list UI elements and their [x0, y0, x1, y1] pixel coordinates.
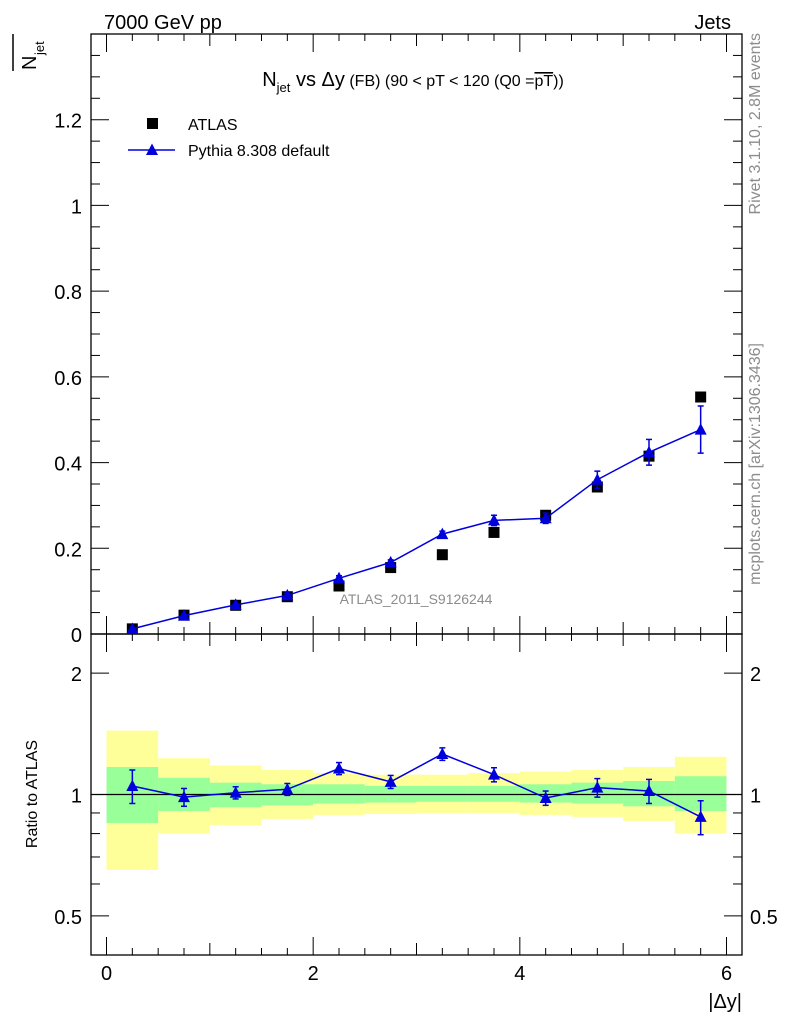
- data-point-pythia: [436, 527, 449, 540]
- data-point-atlas: [695, 391, 707, 403]
- category-label: Jets: [694, 12, 731, 34]
- tick-labels: 0 0.2 0.4 0.6 0.8 1 1.2 0 2 4 6 0.5 0.5 1 1 2 2: [54, 111, 778, 985]
- ratio-band-green: [468, 785, 520, 802]
- ratio-point-pythia: [643, 784, 655, 797]
- main-series: [126, 391, 707, 635]
- ratio-point-pythia: [436, 747, 449, 760]
- title-range: (90 < pT < 120 (Q0 =: [380, 73, 534, 90]
- ratio-point-pythia: [591, 781, 604, 793]
- ratio-point-pythia: [281, 782, 294, 795]
- y-tick-label: 0.6: [54, 368, 82, 390]
- title-sub: jet: [276, 80, 291, 95]
- x-tick-label: 2: [308, 963, 319, 985]
- ratio-y-tick-label: 0.5: [54, 907, 82, 929]
- y-tick-label: 0.8: [54, 282, 82, 304]
- series-line-pythia: [132, 428, 702, 630]
- data-point-pythia: [281, 588, 294, 601]
- ratio-point-pythia: [539, 791, 552, 804]
- legend-pythia-label: Pythia 8.308 default: [188, 143, 330, 160]
- legend: ATLAS Pythia 8.308 default: [128, 117, 330, 160]
- ratio-point-pythia: [126, 779, 139, 791]
- ratio-y-label: Ratio to ATLAS: [24, 740, 41, 848]
- data-point-pythia: [178, 609, 190, 621]
- y-tick-label: 0.4: [54, 454, 82, 476]
- legend-atlas-marker: [147, 118, 158, 129]
- y-tick-label: 1: [71, 196, 82, 218]
- ratio-point-pythia: [333, 762, 345, 774]
- data-point-pythia: [591, 473, 604, 485]
- ratio-y-tick-label-right: 2: [750, 664, 761, 686]
- ratio-line-pythia: [132, 753, 702, 818]
- title-delta: Δy: [322, 69, 345, 91]
- title-close: )): [553, 73, 564, 90]
- ratio-point-pythia: [488, 768, 500, 780]
- x-axis-label: |Δy|: [708, 991, 742, 1013]
- y-axis-label-sub: jet: [32, 41, 47, 56]
- data-point-atlas: [333, 580, 345, 592]
- legend-atlas-label: ATLAS: [188, 117, 238, 134]
- data-point-pythia: [384, 555, 397, 568]
- y-tick-label: 0.2: [54, 539, 82, 561]
- legend-pythia-marker: [146, 143, 158, 155]
- y-axis-label: N jet: [19, 41, 47, 70]
- title-fb: (FB): [345, 73, 381, 90]
- data-point-pythia: [333, 571, 345, 584]
- ratio-point-pythia: [384, 775, 397, 787]
- data-point-pythia: [488, 513, 500, 526]
- title-pt: pT: [534, 73, 553, 90]
- x-tick-label: 4: [514, 963, 525, 985]
- data-point-atlas: [385, 562, 397, 574]
- energy-label: 7000 GeV pp: [104, 12, 222, 34]
- mcplots-label: mcplots.cern.ch [arXiv:1306.3436]: [747, 343, 764, 585]
- data-point-pythia: [126, 622, 139, 634]
- data-point-atlas: [436, 549, 448, 561]
- ratio-series: [126, 747, 707, 836]
- ratio-band-green: [313, 784, 365, 804]
- y-axis-label-main: N: [19, 56, 41, 70]
- chart-title: Njet vs Δy (FB) (90 < pT < 120 (Q0 =pT)): [262, 69, 564, 95]
- title-vs: vs: [290, 69, 321, 91]
- x-tick-label: 6: [721, 963, 732, 985]
- ratio-y-tick-label: 2: [71, 664, 82, 686]
- data-point-atlas: [488, 526, 500, 538]
- ratio-point-pythia: [178, 790, 190, 803]
- x-tick-label: 0: [101, 963, 112, 985]
- rivet-label: Rivet 3.1.10, 2.8M events: [747, 33, 764, 214]
- y-tick-label: 0: [71, 625, 82, 647]
- data-point-pythia: [229, 598, 242, 610]
- ratio-point-pythia: [694, 810, 707, 822]
- analysis-label: ATLAS_2011_S9126244: [340, 591, 493, 607]
- data-point-pythia: [539, 511, 552, 524]
- ratio-point-pythia: [229, 786, 242, 798]
- ratio-y-tick-label: 1: [71, 786, 82, 808]
- y-tick-label: 1.2: [54, 111, 82, 133]
- ratio-y-tick-label-right: 1: [750, 786, 761, 808]
- ratio-bands: [106, 730, 727, 870]
- ratio-band-green: [416, 785, 469, 802]
- ratio-plot-frame: [90, 633, 743, 956]
- data-point-pythia: [694, 423, 707, 435]
- ratio-y-tick-label-right: 0.5: [750, 907, 778, 929]
- title-n: N: [262, 69, 276, 91]
- data-point-pythia: [643, 445, 655, 458]
